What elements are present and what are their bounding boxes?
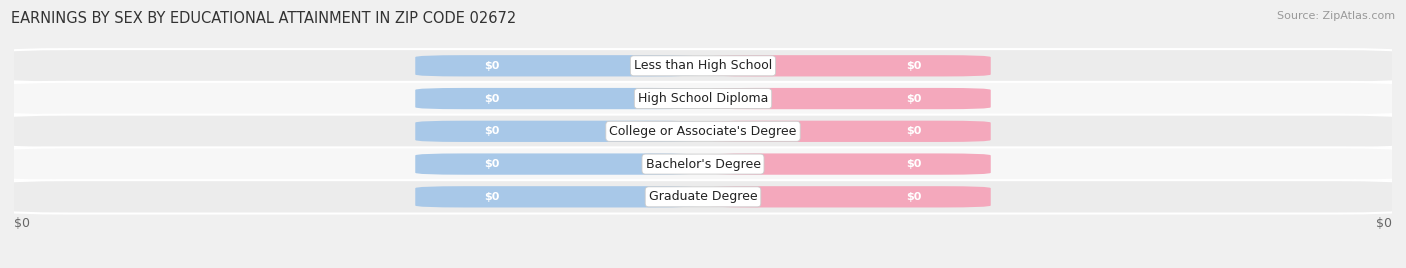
Text: $0: $0 [905, 126, 921, 136]
Text: Less than High School: Less than High School [634, 59, 772, 72]
FancyBboxPatch shape [707, 88, 991, 109]
FancyBboxPatch shape [707, 153, 991, 175]
FancyBboxPatch shape [6, 115, 1400, 148]
FancyBboxPatch shape [415, 186, 699, 207]
Text: $0: $0 [485, 126, 501, 136]
Text: $0: $0 [14, 217, 30, 230]
Text: $0: $0 [485, 94, 501, 103]
FancyBboxPatch shape [415, 153, 699, 175]
Text: $0: $0 [905, 61, 921, 71]
Text: High School Diploma: High School Diploma [638, 92, 768, 105]
Text: $0: $0 [905, 159, 921, 169]
Text: EARNINGS BY SEX BY EDUCATIONAL ATTAINMENT IN ZIP CODE 02672: EARNINGS BY SEX BY EDUCATIONAL ATTAINMEN… [11, 11, 516, 26]
FancyBboxPatch shape [6, 180, 1400, 214]
Text: $0: $0 [1376, 217, 1392, 230]
FancyBboxPatch shape [6, 147, 1400, 181]
Text: $0: $0 [905, 94, 921, 103]
FancyBboxPatch shape [707, 186, 991, 207]
Text: Graduate Degree: Graduate Degree [648, 190, 758, 203]
Text: $0: $0 [485, 159, 501, 169]
FancyBboxPatch shape [415, 88, 699, 109]
Text: Bachelor's Degree: Bachelor's Degree [645, 158, 761, 170]
Text: Source: ZipAtlas.com: Source: ZipAtlas.com [1277, 11, 1395, 21]
FancyBboxPatch shape [6, 82, 1400, 115]
Text: $0: $0 [905, 192, 921, 202]
Text: $0: $0 [485, 192, 501, 202]
FancyBboxPatch shape [707, 55, 991, 76]
FancyBboxPatch shape [415, 121, 699, 142]
FancyBboxPatch shape [6, 49, 1400, 83]
FancyBboxPatch shape [707, 121, 991, 142]
Text: College or Associate's Degree: College or Associate's Degree [609, 125, 797, 138]
FancyBboxPatch shape [415, 55, 699, 76]
Text: $0: $0 [485, 61, 501, 71]
